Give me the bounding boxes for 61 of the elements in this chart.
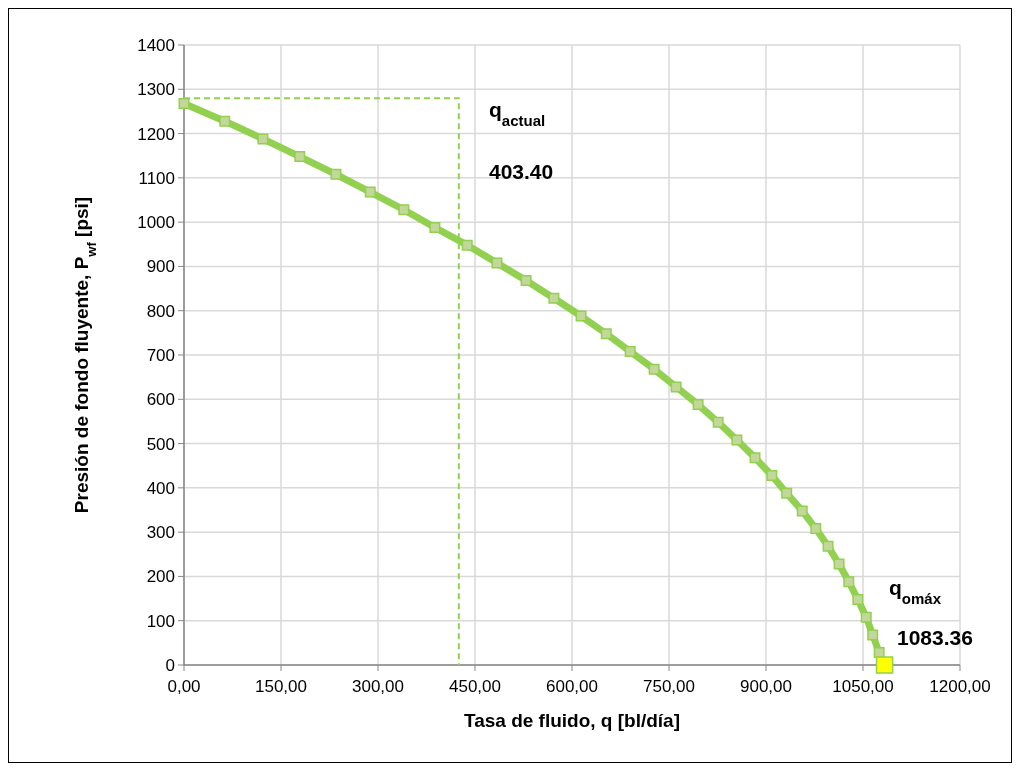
y-tick-label: 200 [146,567,175,587]
y-tick-label: 600 [146,390,175,410]
point [548,292,560,304]
x-tick-label: 900,00 [740,677,792,696]
y-tick-label: 1000 [137,213,175,233]
point [781,487,793,499]
x-tick-label: 600,00 [546,677,598,696]
point [461,239,473,251]
y-tick-label: 800 [146,301,175,321]
y-tick-label: 1100 [138,168,175,188]
point [875,656,894,674]
x-tick-label: 1050,00 [832,677,894,696]
y-tick-label: 300 [146,523,175,543]
point [294,151,306,163]
point [712,416,724,428]
point [766,469,778,481]
point [219,115,231,127]
point [822,540,834,552]
point [330,168,342,180]
point [867,629,879,641]
x-tick-label: 450,00 [449,677,501,696]
point [833,558,845,570]
y-tick-label: 1200 [137,124,175,144]
point [648,363,660,375]
point [796,505,808,517]
annotation: 1083.36 [897,626,973,650]
point [178,97,190,109]
x-axis-title: Tasa de fluido, q [bl/día] [463,710,681,731]
annotation: q$_{actual}$ [489,98,546,129]
y-tick-label: 1300 [137,80,175,100]
y-tick-label: 400 [146,478,175,498]
y-tick-label: 900 [146,257,175,277]
x-tick-label: 750,00 [643,677,695,696]
y-tick-label: 500 [146,434,175,454]
x-tick-label: 1200,00 [929,677,991,696]
x-tick-label: 0,00 [167,677,201,696]
point [860,611,872,623]
point [843,576,855,588]
point [429,221,441,233]
point [749,452,761,464]
y-tick-label: 0 [165,655,175,675]
point [575,310,587,322]
point [600,328,612,340]
point [257,133,269,145]
point [731,434,743,446]
point [810,523,822,535]
point [398,204,410,216]
point [624,345,636,357]
x-tick-label: 300,00 [352,677,404,696]
point [852,593,864,605]
point [491,257,503,269]
annotation: 403.40 [489,160,554,184]
x-tick-label: 150,00 [255,677,307,696]
point [520,275,532,287]
point [692,399,704,411]
y-tick-label: 1400 [137,35,175,55]
point [364,186,376,198]
y-tick-label: 700 [146,345,175,365]
point [670,381,682,393]
annotation: q$_{omáx}$ [889,576,942,607]
y-tick-label: 100 [146,611,175,631]
